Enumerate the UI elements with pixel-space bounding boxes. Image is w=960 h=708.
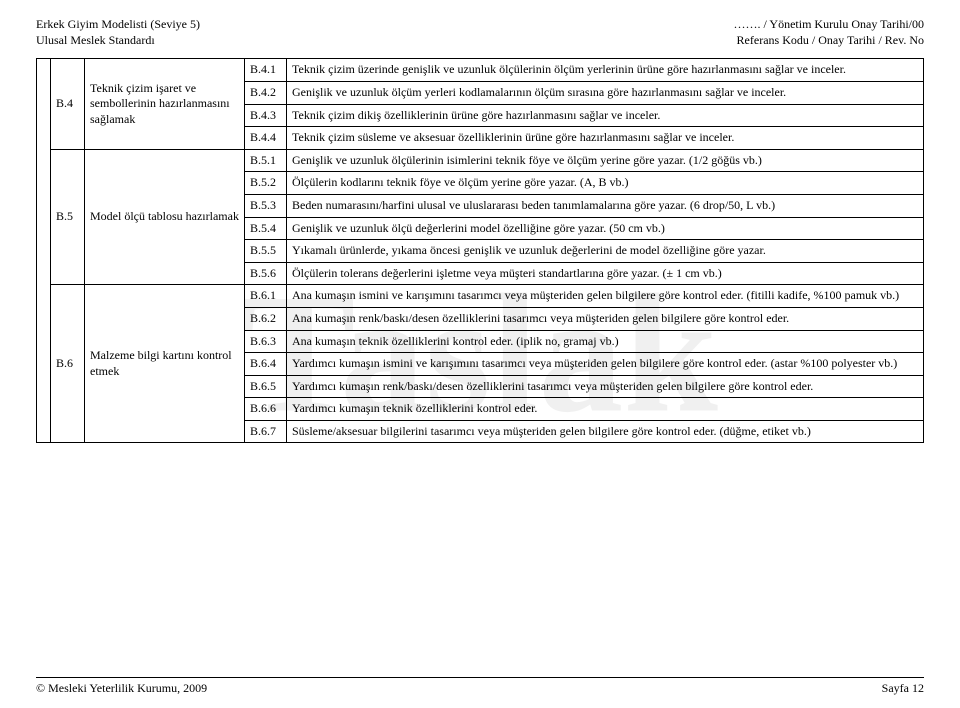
row-text: Beden numarasını/harfini ulusal ve ulusl… (287, 194, 924, 217)
row-code: B.5.6 (245, 262, 287, 285)
row-text: Genişlik ve uzunluk ölçüm yerleri kodlam… (287, 81, 924, 104)
row-text: Teknik çizim üzerinde genişlik ve uzunlu… (287, 59, 924, 82)
row-code: B.6.6 (245, 398, 287, 421)
header-left-line2: Ulusal Meslek Standardı (36, 32, 200, 48)
row-code: B.6.7 (245, 420, 287, 443)
group-task-cell: Teknik çizim işaret ve sembollerinin haz… (85, 59, 245, 149)
row-text: Yıkamalı ürünlerde, yıkama öncesi genişl… (287, 240, 924, 263)
row-text: Ana kumaşın renk/baskı/desen özellikleri… (287, 307, 924, 330)
footer-right: Sayfa 12 (882, 681, 924, 696)
row-text: Genişlik ve uzunluk ölçülerinin isimleri… (287, 149, 924, 172)
row-code: B.5.1 (245, 149, 287, 172)
row-code: B.5.4 (245, 217, 287, 240)
group-id-cell: B.4 (51, 59, 85, 149)
header-right-line2: Referans Kodu / Onay Tarihi / Rev. No (734, 32, 924, 48)
table-row: B.4 Teknik çizim işaret ve sembollerinin… (37, 59, 924, 82)
row-code: B.5.3 (245, 194, 287, 217)
outer-spacer-cell (37, 59, 51, 443)
row-code: B.4.4 (245, 127, 287, 150)
header-left-line1: Erkek Giyim Modelisti (Seviye 5) (36, 16, 200, 32)
row-code: B.6.2 (245, 307, 287, 330)
row-text: Genişlik ve uzunluk ölçü değerlerini mod… (287, 217, 924, 240)
standards-table: B.4 Teknik çizim işaret ve sembollerinin… (36, 58, 924, 443)
row-text: Yardımcı kumaşın ismini ve karışımını ta… (287, 353, 924, 376)
row-text: Süsleme/aksesuar bilgilerini tasarımcı v… (287, 420, 924, 443)
row-text: Teknik çizim süsleme ve aksesuar özellik… (287, 127, 924, 150)
page-footer: © Mesleki Yeterlilik Kurumu, 2009 Sayfa … (36, 677, 924, 696)
table-row: B.5 Model ölçü tablosu hazırlamak B.5.1 … (37, 149, 924, 172)
row-code: B.4.3 (245, 104, 287, 127)
group-task-cell: Model ölçü tablosu hazırlamak (85, 149, 245, 285)
row-code: B.5.2 (245, 172, 287, 195)
group-id-cell: B.5 (51, 149, 85, 285)
row-code: B.5.5 (245, 240, 287, 263)
group-task-cell: Malzeme bilgi kartını kontrol etmek (85, 285, 245, 443)
page-header: Erkek Giyim Modelisti (Seviye 5) Ulusal … (36, 16, 924, 48)
table-row: B.6 Malzeme bilgi kartını kontrol etmek … (37, 285, 924, 308)
footer-left: © Mesleki Yeterlilik Kurumu, 2009 (36, 681, 207, 696)
row-code: B.4.2 (245, 81, 287, 104)
row-text: Yardımcı kumaşın renk/baskı/desen özelli… (287, 375, 924, 398)
row-text: Ölçülerin tolerans değerlerini işletme v… (287, 262, 924, 285)
row-text: Ana kumaşın ismini ve karışımını tasarım… (287, 285, 924, 308)
header-right-line1: ……. / Yönetim Kurulu Onay Tarihi/00 (734, 16, 924, 32)
row-text: Teknik çizim dikiş özelliklerinin ürüne … (287, 104, 924, 127)
row-code: B.6.1 (245, 285, 287, 308)
row-text: Ölçülerin kodlarını teknik föye ve ölçüm… (287, 172, 924, 195)
row-code: B.4.1 (245, 59, 287, 82)
row-text: Yardımcı kumaşın teknik özelliklerini ko… (287, 398, 924, 421)
row-code: B.6.5 (245, 375, 287, 398)
row-code: B.6.4 (245, 353, 287, 376)
row-text: Ana kumaşın teknik özelliklerini kontrol… (287, 330, 924, 353)
row-code: B.6.3 (245, 330, 287, 353)
group-id-cell: B.6 (51, 285, 85, 443)
